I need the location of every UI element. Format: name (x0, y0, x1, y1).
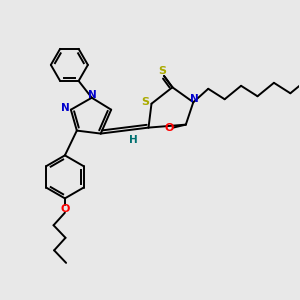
Text: S: S (158, 67, 166, 76)
Text: S: S (141, 97, 149, 107)
Text: H: H (129, 134, 138, 145)
Text: O: O (164, 123, 173, 133)
Text: N: N (61, 103, 70, 113)
Text: N: N (88, 90, 97, 100)
Text: O: O (60, 204, 70, 214)
Text: N: N (190, 94, 199, 103)
